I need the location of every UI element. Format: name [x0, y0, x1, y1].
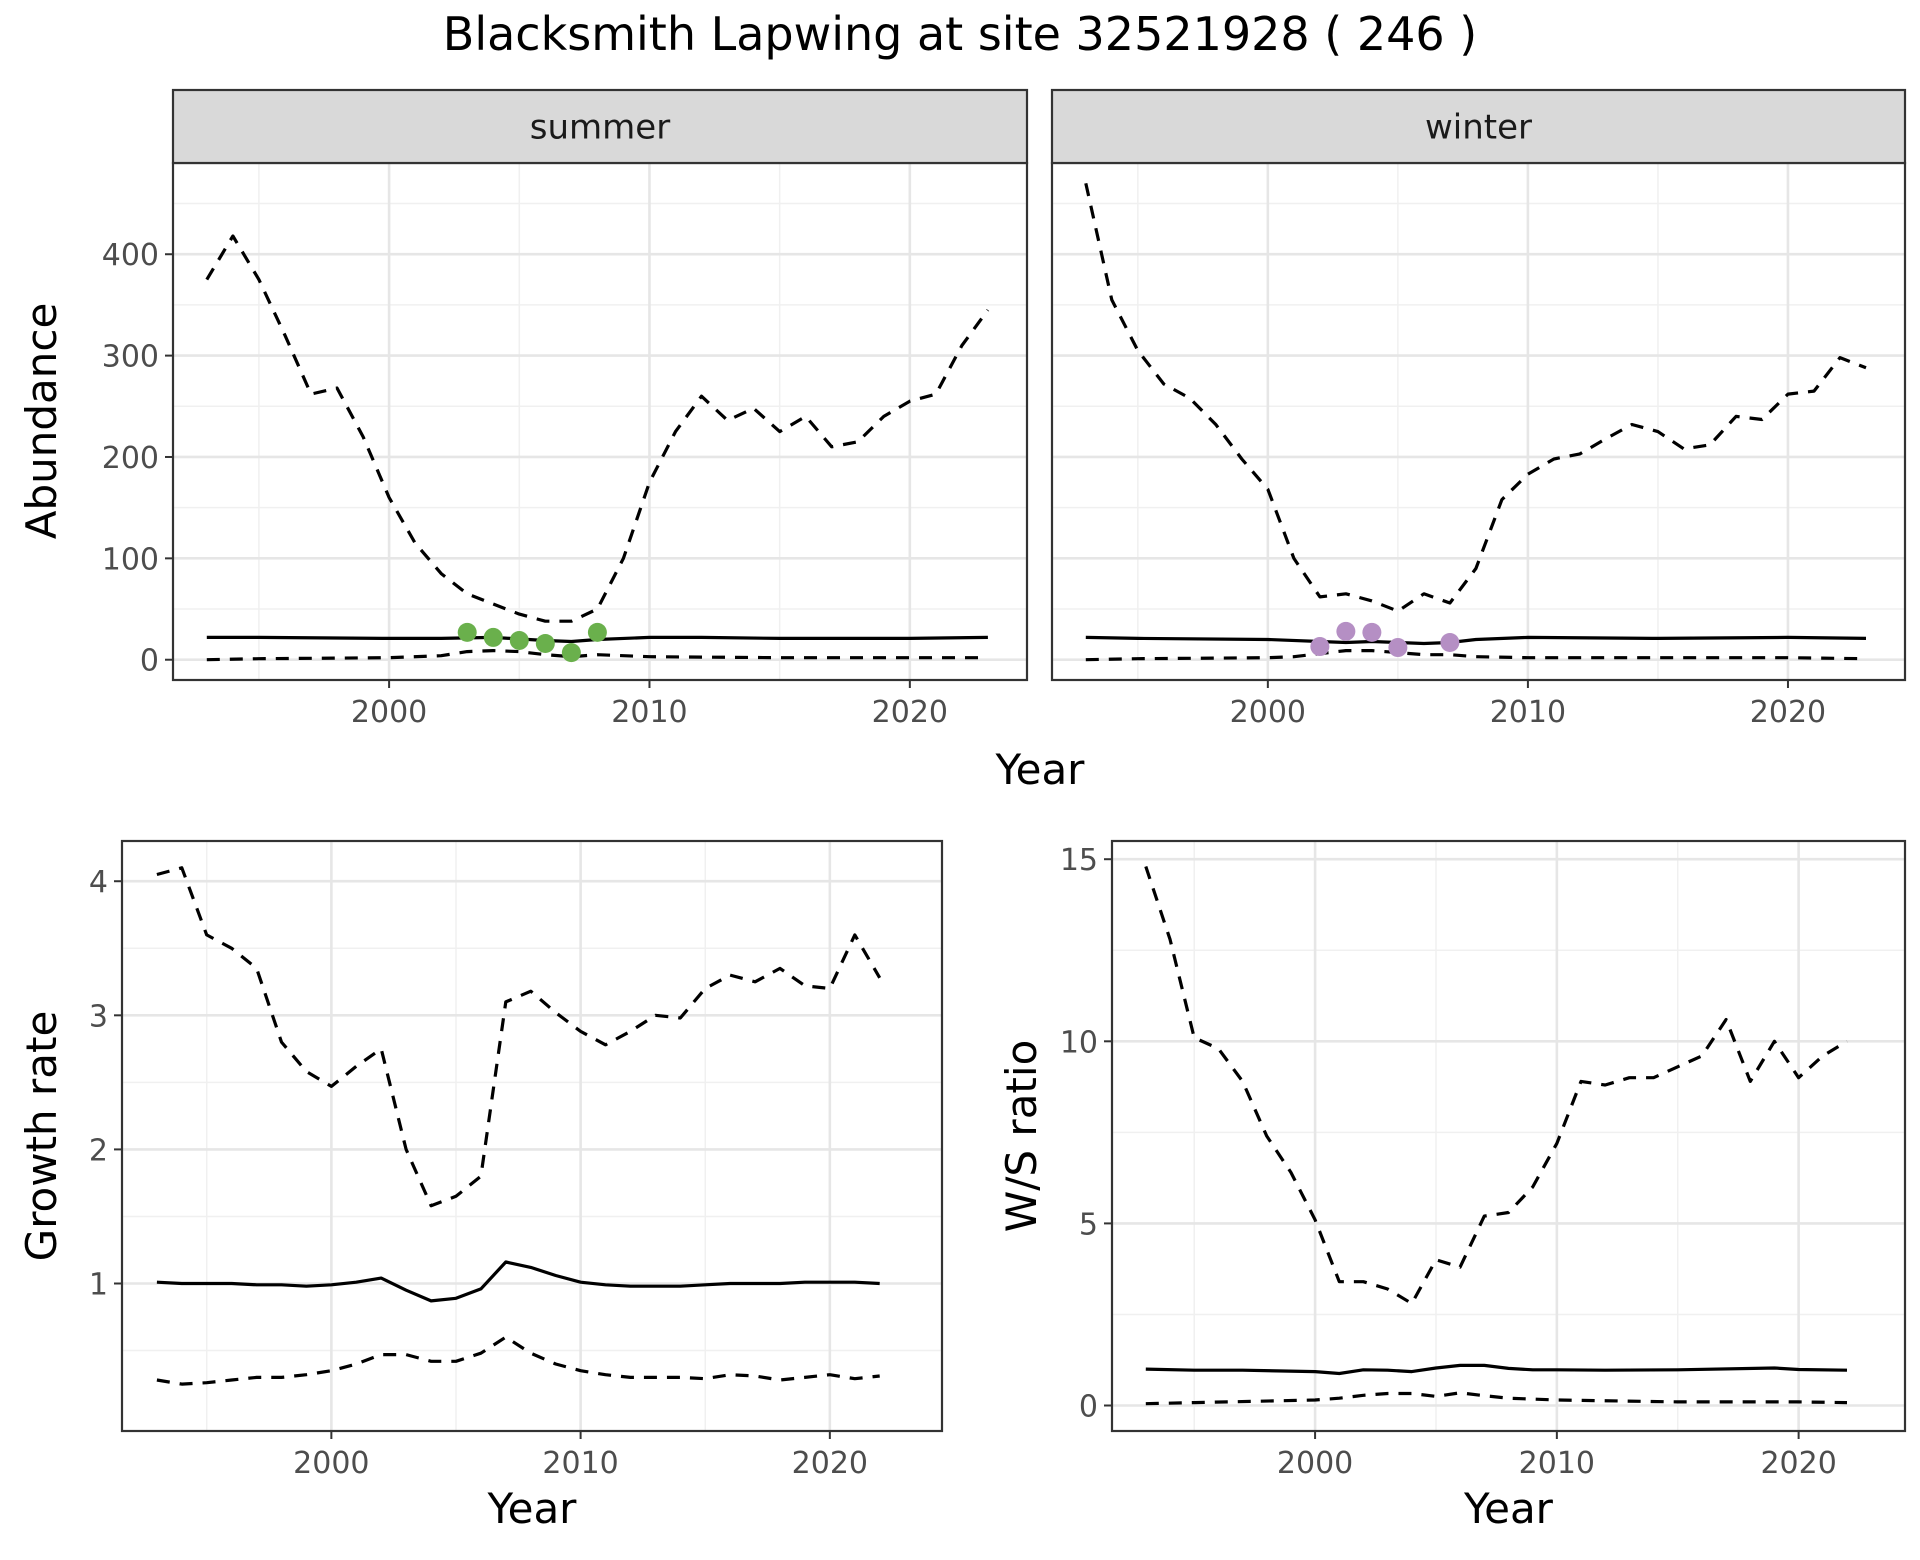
x-tick-label: 2010	[1490, 695, 1566, 730]
series-line-upper	[205, 234, 990, 623]
x-tick-label: 2010	[542, 1446, 618, 1481]
y-tick-label: 3	[89, 999, 108, 1034]
x-tick-label: 2020	[1760, 1446, 1836, 1481]
data-point	[509, 630, 529, 650]
facet-strip	[1050, 88, 1907, 165]
x-tick-label: 2020	[792, 1446, 868, 1481]
panel-1: summer 0 100 200 300 400 2000 2010 2020 Abundance	[17, 88, 1029, 730]
data-point	[1336, 621, 1356, 641]
data-point	[1440, 632, 1460, 652]
panel-background	[1052, 163, 1905, 680]
y-tick-label: 10	[1060, 1025, 1098, 1060]
y-tick-label: 0	[140, 644, 159, 679]
y-tick-label: 400	[102, 238, 159, 273]
x-tick-label: 2000	[293, 1446, 369, 1481]
data-point	[1388, 638, 1408, 658]
x-axis-title: Year	[1463, 1484, 1554, 1533]
facet-label: winter	[1425, 108, 1532, 148]
y-tick-label: 100	[102, 542, 159, 577]
series-line-upper	[1144, 865, 1848, 1306]
panel-3: 1 2 3 4 2000 2010 2020 Growth rate Year	[17, 839, 944, 1533]
facet-strip	[171, 88, 1029, 165]
panel-border	[1110, 839, 1907, 1433]
panel-4: 0 5 10 15 2000 2010 2020 W/S ratio Year	[997, 839, 1907, 1533]
y-axis-title: W/S ratio	[997, 1040, 1046, 1233]
x-axis-title: Year	[487, 1484, 578, 1533]
y-tick-label: 300	[102, 340, 159, 375]
series-line-upper	[156, 866, 882, 1208]
x-tick-label: 2010	[1519, 1446, 1595, 1481]
y-tick-label: 0	[1079, 1390, 1098, 1425]
x-tick-label: 2000	[1277, 1446, 1353, 1481]
series-line-estimate	[206, 635, 988, 644]
x-tick-label: 2000	[1230, 695, 1306, 730]
y-tick-label: 5	[1079, 1207, 1098, 1242]
data-point	[1310, 637, 1330, 657]
data-point	[483, 627, 503, 647]
series-line-upper	[1084, 182, 1867, 613]
data-point	[587, 622, 607, 642]
chart-title: Blacksmith Lapwing at site 32521928 ( 24…	[443, 7, 1477, 61]
panel-border	[120, 839, 944, 1433]
series-line-lower	[156, 1335, 880, 1386]
y-tick-label: 2	[89, 1133, 108, 1168]
facet-label: summer	[530, 108, 670, 148]
panel-background	[122, 841, 942, 1431]
y-tick-label: 4	[89, 865, 108, 900]
series-line-estimate	[156, 1260, 880, 1303]
y-tick-label: 200	[102, 441, 159, 476]
x-tick-label: 2000	[351, 695, 427, 730]
y-tick-label: 1	[89, 1268, 108, 1303]
panel-background	[173, 163, 1027, 680]
series-line-estimate	[1145, 1363, 1848, 1376]
data-point	[535, 634, 555, 654]
panel-2: winter 2000 2010 2020	[1050, 88, 1907, 730]
panel-background	[1112, 841, 1905, 1431]
x-tick-label: 2010	[611, 695, 687, 730]
y-tick-label: 15	[1060, 843, 1098, 878]
x-axis-title-shared: Year	[995, 745, 1086, 794]
series-line-estimate	[1085, 635, 1867, 646]
x-tick-label: 2020	[1750, 695, 1826, 730]
series-line-lower	[206, 649, 988, 662]
y-axis-title: Abundance	[17, 303, 66, 540]
y-axis-title: Growth rate	[17, 1011, 66, 1262]
series-line-lower	[1085, 649, 1867, 662]
x-tick-label: 2020	[872, 695, 948, 730]
data-point	[561, 643, 581, 663]
data-point	[1362, 622, 1382, 642]
data-point	[457, 622, 477, 642]
series-line-lower	[1145, 1391, 1848, 1406]
